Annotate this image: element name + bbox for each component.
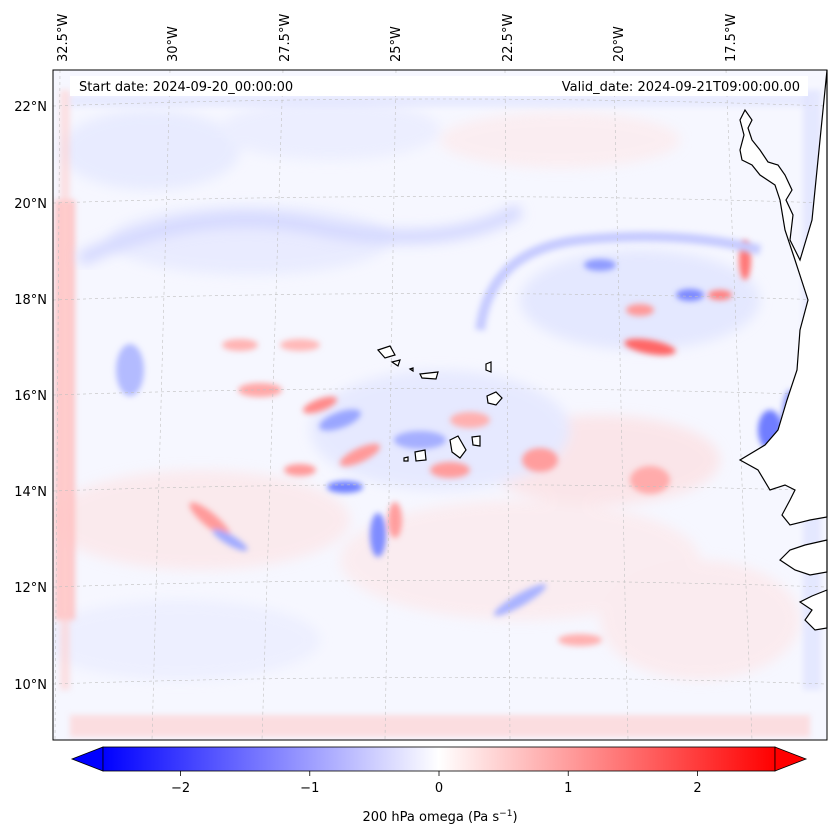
africa-coast	[738, 69, 828, 526]
lat-label: 10°N	[14, 678, 47, 693]
lon-label: 32.5°W	[56, 14, 71, 62]
santiago-island	[449, 435, 467, 459]
sao-vicente-island	[390, 359, 401, 367]
lon-label: 22.5°W	[501, 14, 516, 62]
colorbar-gradient	[102, 746, 776, 772]
omega-field	[53, 90, 821, 737]
latitude-labels: 22°N 20°N 18°N 16°N 14°N 12°N 10°N	[14, 100, 47, 693]
fogo-island	[414, 449, 427, 462]
lon-label: 25°W	[389, 26, 404, 62]
lat-label: 14°N	[14, 485, 47, 500]
boa-vista-island	[486, 391, 503, 406]
lon-label: 20°W	[612, 26, 627, 62]
lat-label: 20°N	[14, 197, 47, 212]
colorbar-tick-label: −1	[300, 781, 319, 796]
guinea-bissau-coast	[798, 589, 828, 631]
lat-label: 22°N	[14, 100, 47, 115]
lon-label: 17.5°W	[724, 14, 739, 62]
valid-date-label: Valid_date: 2024-09-21T09:00:00.00	[562, 80, 800, 95]
brava-island	[403, 456, 409, 462]
colorbar-ticks: −2 −1 0 1 2	[171, 771, 702, 796]
colorbar-tick-label: 1	[564, 781, 572, 796]
map-frame	[52, 69, 828, 741]
graticule	[52, 69, 828, 741]
sal-island	[485, 361, 492, 373]
gambia-coast	[779, 539, 828, 576]
longitude-labels: 32.5°W 30°W 27.5°W 25°W 22.5°W 20°W 17.5…	[56, 14, 739, 62]
colorbar: −2 −1 0 1 2 200 hPa omega (Pa s−1)	[70, 746, 808, 825]
lon-label: 27.5°W	[278, 14, 293, 62]
sao-nicolau-island	[419, 371, 439, 380]
start-date-label: Start date: 2024-09-20_00:00:00	[79, 80, 293, 95]
santo-antao-island	[376, 345, 396, 359]
map-plot-area: Start date: 2024-09-20_00:00:00 Valid_da…	[52, 69, 828, 741]
lon-label: 30°W	[166, 26, 181, 62]
colorbar-max-arrow	[774, 746, 808, 772]
lat-label: 12°N	[14, 581, 47, 596]
santa-luzia-island	[408, 367, 414, 373]
coastline	[376, 69, 828, 631]
colorbar-tick-label: 0	[435, 781, 443, 796]
colorbar-min-arrow	[70, 746, 104, 772]
title-box	[70, 76, 808, 96]
colorbar-tick-label: 2	[693, 781, 701, 796]
colorbar-label: 200 hPa omega (Pa s−1)	[362, 809, 517, 825]
maio-island	[471, 435, 481, 447]
colorbar-tick-label: −2	[171, 781, 190, 796]
lat-label: 18°N	[14, 293, 47, 308]
lat-label: 16°N	[14, 389, 47, 404]
